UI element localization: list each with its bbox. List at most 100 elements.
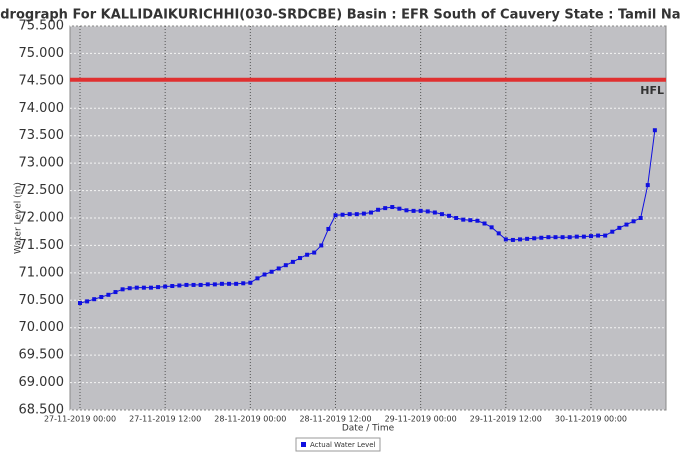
data-point	[418, 208, 423, 213]
data-point	[212, 282, 217, 287]
data-point	[638, 216, 643, 220]
data-point	[361, 211, 366, 216]
data-point	[475, 218, 480, 223]
x-tick-label: 28-11-2019 12:00	[299, 415, 371, 424]
y-tick-label: 71.000	[19, 265, 65, 280]
data-point	[432, 210, 437, 215]
data-point	[276, 266, 281, 271]
y-tick-label: 74.500	[19, 73, 65, 88]
x-tick-label: 27-11-2019 00:00	[44, 415, 116, 424]
y-tick-label: 75.500	[19, 19, 65, 34]
data-point	[397, 206, 402, 211]
data-point	[461, 217, 466, 222]
y-tick-label: 73.500	[19, 128, 65, 143]
data-point	[560, 235, 565, 240]
x-tick-label: 30-11-2019 00:00	[555, 415, 627, 424]
data-point	[305, 252, 310, 257]
data-point	[447, 213, 452, 218]
y-tick-label: 70.000	[19, 320, 65, 335]
y-tick-label: 68.500	[19, 403, 65, 418]
legend	[295, 437, 381, 452]
y-tick-label: 72.000	[19, 211, 65, 226]
data-point	[148, 285, 153, 290]
x-tick-label: 29-11-2019 12:00	[470, 415, 542, 424]
data-point	[404, 208, 409, 213]
data-point	[262, 272, 267, 277]
data-point	[99, 294, 104, 299]
data-point	[368, 210, 373, 215]
data-point	[219, 281, 224, 286]
data-point	[581, 234, 586, 239]
data-point	[567, 235, 572, 240]
x-tick-label: 27-11-2019 12:00	[129, 415, 201, 424]
data-point	[127, 286, 132, 291]
data-point	[376, 207, 381, 212]
y-tick-label: 74.000	[19, 101, 65, 116]
data-point	[156, 285, 161, 290]
data-point	[510, 237, 515, 242]
data-point	[354, 212, 359, 217]
data-point	[255, 276, 260, 281]
data-point	[553, 235, 558, 240]
y-tick-label: 71.500	[19, 238, 65, 253]
data-point	[588, 234, 593, 239]
data-point	[518, 237, 523, 242]
data-point	[482, 221, 487, 226]
y-axis-label: Water Level (m)	[14, 182, 24, 254]
y-tick-label: 75.000	[19, 46, 65, 61]
data-point	[340, 212, 345, 217]
data-point	[489, 225, 494, 230]
y-tick-label: 73.000	[19, 156, 65, 171]
data-point	[596, 233, 601, 238]
data-point	[205, 282, 210, 287]
data-point	[333, 213, 338, 218]
data-point	[503, 237, 508, 242]
data-line	[79, 130, 656, 304]
data-point	[546, 235, 551, 240]
chart-title: Hydrograph For KALLIDAIKURICHHI(030-SRDC…	[0, 8, 680, 23]
data-point	[326, 226, 331, 231]
x-tick-label: 28-11-2019 00:00	[214, 415, 286, 424]
data-point	[652, 128, 657, 133]
data-point	[439, 212, 444, 217]
data-point	[298, 256, 303, 261]
data-point	[141, 285, 146, 290]
data-point	[290, 259, 295, 264]
y-tick-label: 70.500	[19, 293, 65, 308]
data-point	[645, 183, 650, 188]
data-point	[120, 287, 125, 292]
data-point	[319, 243, 324, 248]
data-point	[170, 284, 175, 289]
reference-label: HFL	[640, 84, 664, 97]
data-point	[184, 282, 189, 287]
data-point	[269, 269, 274, 274]
y-tick-label: 69.500	[19, 348, 65, 363]
x-axis-label: Date / Time	[342, 424, 395, 434]
data-point	[283, 263, 288, 268]
data-point	[617, 225, 622, 230]
data-point	[85, 299, 90, 304]
data-point	[603, 233, 608, 238]
data-point	[163, 284, 168, 289]
y-tick-label: 69.000	[19, 375, 65, 390]
data-point	[241, 281, 246, 286]
data-point	[539, 235, 544, 240]
data-point	[113, 290, 118, 295]
data-point	[574, 234, 579, 239]
data-point	[347, 212, 352, 217]
data-point	[191, 282, 196, 287]
data-point	[425, 209, 430, 214]
data-point	[610, 229, 615, 234]
data-point	[234, 281, 239, 286]
x-tick-label: 29-11-2019 00:00	[385, 415, 457, 424]
data-point	[454, 216, 459, 220]
legend-label: Actual Water Level	[310, 441, 376, 449]
data-point	[496, 231, 501, 236]
data-point	[525, 236, 530, 241]
data-point	[411, 208, 416, 213]
data-point	[227, 281, 232, 286]
y-tick-label: 72.500	[19, 183, 65, 198]
data-point	[106, 292, 111, 297]
